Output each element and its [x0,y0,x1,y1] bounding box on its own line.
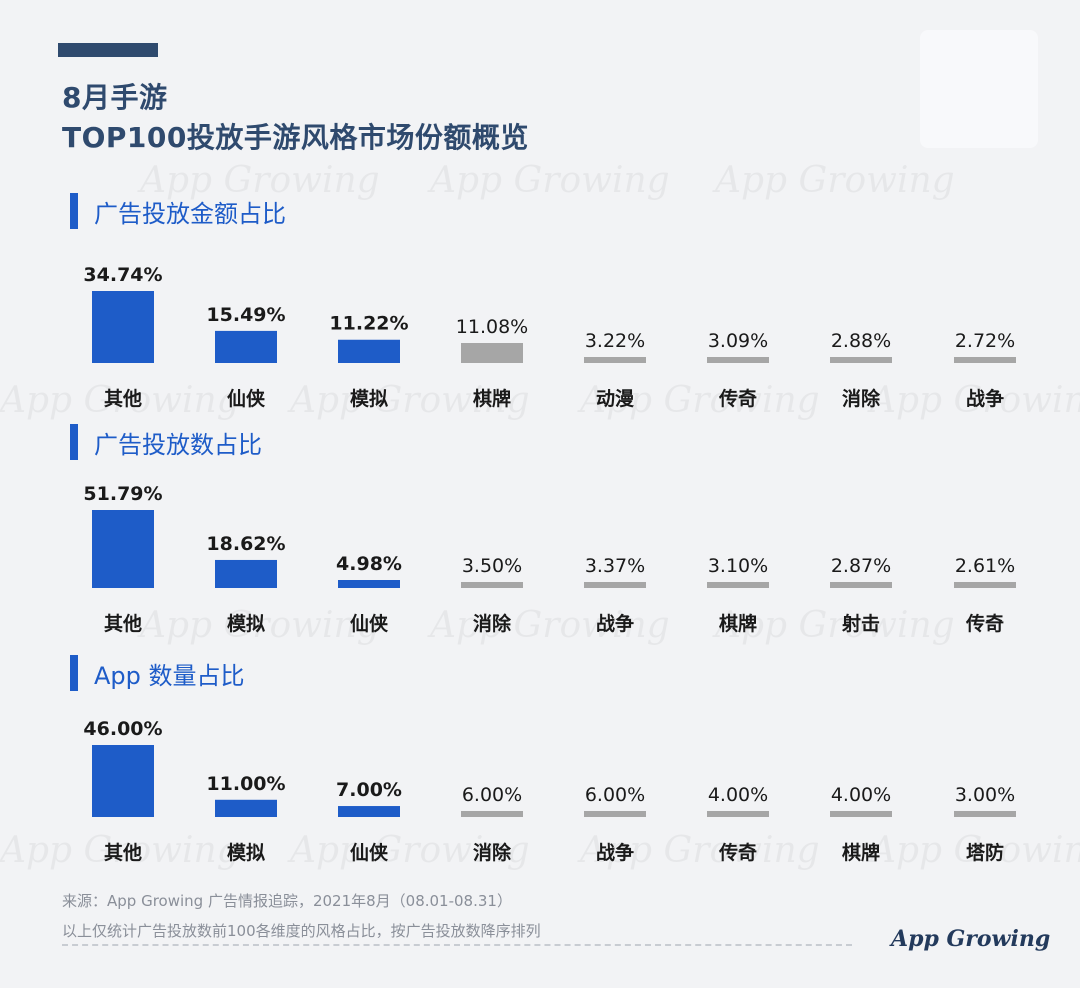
category-label: 棋牌 [473,387,511,410]
value-label: 18.62% [206,533,285,555]
bar [954,811,1016,817]
category-label: 仙侠 [350,841,389,864]
value-label: 51.79% [83,483,162,505]
value-label: 2.61% [955,555,1015,577]
value-label: 2.88% [831,330,891,352]
value-label: 4.00% [831,784,891,806]
category-label: 传奇 [718,841,757,864]
corner-decoration [920,30,1038,148]
value-label: 2.87% [831,555,891,577]
category-label: 传奇 [718,387,757,410]
value-label: 6.00% [462,784,522,806]
bar [584,582,646,588]
value-label: 3.22% [585,330,645,352]
section-marker [70,655,78,691]
value-label: 11.00% [206,773,285,795]
category-label: 战争 [596,612,634,635]
bar [830,582,892,588]
section-marker [70,424,78,460]
category-label: 仙侠 [227,387,266,410]
category-label: 射击 [841,612,880,635]
bar [215,799,277,817]
category-label: 模拟 [350,387,388,410]
bar [707,811,769,817]
section-title-ads: 广告投放数占比 [94,431,262,459]
bar [707,582,769,588]
value-label: 3.09% [708,330,768,352]
value-label: 34.74% [83,264,162,286]
bar [830,811,892,817]
bar [954,357,1016,363]
bar [92,291,154,363]
category-label: 模拟 [227,612,265,635]
category-label: 动漫 [596,388,635,410]
bar [461,811,523,817]
category-label: 其他 [104,387,142,410]
bar [215,330,277,363]
value-label: 3.00% [955,784,1015,806]
category-label: 棋牌 [719,612,757,635]
category-label: 塔防 [966,841,1004,864]
bar [338,339,400,363]
section-marker [70,193,78,229]
category-label: 战争 [596,841,634,864]
category-label: 战争 [966,387,1004,410]
value-label: 46.00% [83,718,162,740]
bar [707,357,769,363]
category-label: 传奇 [965,612,1004,635]
app-growing-logo: App Growing [891,926,1051,952]
bar [92,745,154,817]
value-label: 3.50% [462,555,522,577]
category-label: 模拟 [227,841,265,864]
value-label: 2.72% [955,330,1015,352]
header-accent-bar [58,43,158,57]
category-label: 消除 [473,612,512,635]
value-label: 15.49% [206,304,285,326]
category-label: 其他 [104,841,142,864]
category-label: 消除 [473,841,512,864]
section-title-apps: App 数量占比 [94,662,245,690]
bar [215,559,277,588]
category-label: 其他 [104,612,142,635]
value-label: 6.00% [585,784,645,806]
category-label: 棋牌 [842,841,880,864]
bar [92,510,154,588]
method-note: 以上仅统计广告投放数前100各维度的风格占比，按广告投放数降序排列 [62,922,541,940]
value-label: 3.37% [585,555,645,577]
category-label: 仙侠 [350,612,389,635]
page-title-line2: TOP100投放手游风格市场份额概览 [62,121,529,154]
category-label: 消除 [842,387,881,410]
value-label: 11.08% [456,316,528,338]
value-label: 4.98% [336,553,402,575]
bar [338,580,400,588]
footer-divider [62,944,852,946]
page-title-line1: 8月手游 [62,81,168,114]
value-label: 7.00% [336,779,402,801]
bar [584,357,646,363]
bar [461,582,523,588]
value-label: 4.00% [708,784,768,806]
section-title-spend: 广告投放金额占比 [94,200,286,228]
bar [584,811,646,817]
value-label: 11.22% [329,313,408,335]
source-note: 来源：App Growing 广告情报追踪，2021年8月（08.01-08.3… [62,892,512,910]
value-label: 3.10% [708,555,768,577]
bar [338,806,400,817]
bar [830,357,892,363]
bar [954,582,1016,588]
bar [461,343,523,363]
